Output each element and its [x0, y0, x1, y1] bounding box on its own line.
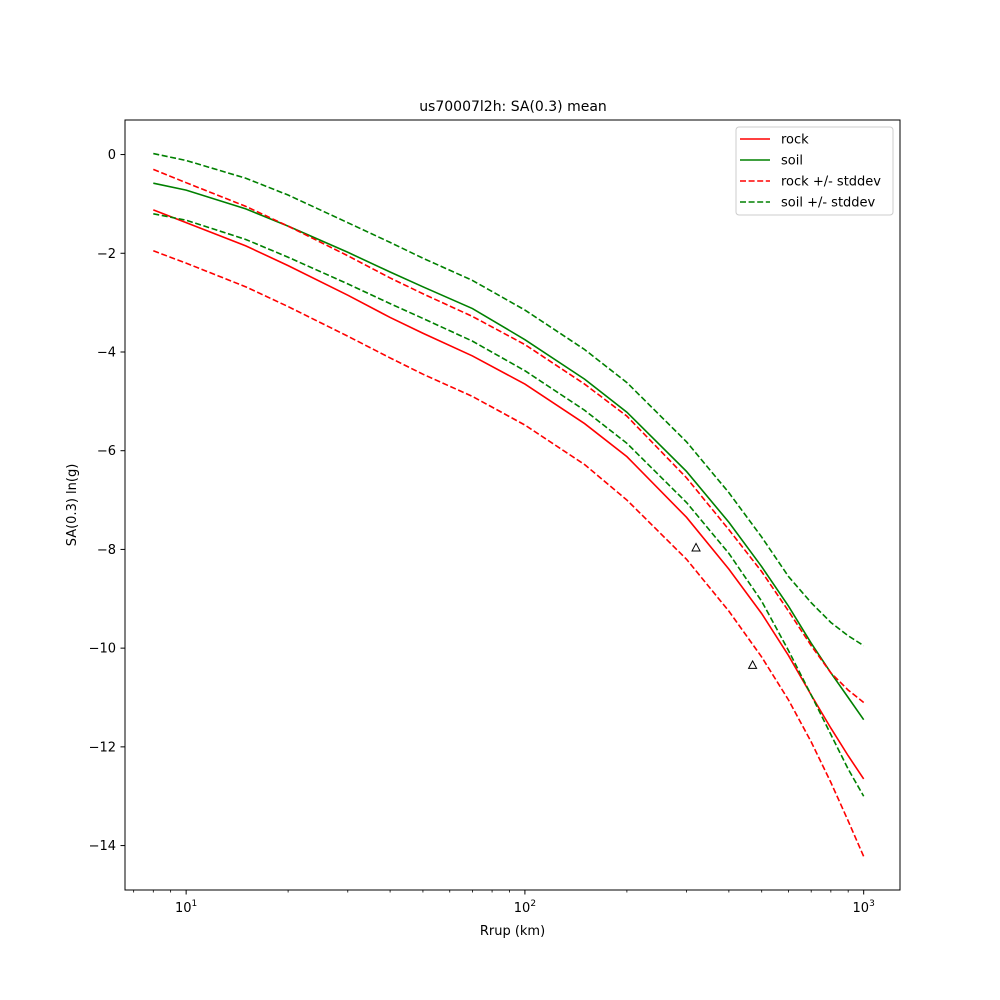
x-axis-label: Rrup (km) — [480, 924, 545, 939]
legend-label: rock — [781, 133, 809, 148]
y-tick-label: −4 — [97, 345, 116, 360]
legend: rock soil rock +/- stddev soil +/- stddev — [735, 126, 894, 216]
x-tick-label: 103 — [853, 899, 875, 916]
y-tick-label: −6 — [97, 444, 116, 459]
series-line-2 — [152, 168, 865, 704]
series-line-5 — [153, 212, 865, 797]
y-tick-label: −10 — [89, 642, 116, 657]
series-line-4 — [153, 152, 865, 647]
y-axis: 0 −2 −4 −6 −8 −10 −12 −14 — [89, 148, 125, 854]
plot-area — [124, 119, 901, 891]
legend-box — [735, 126, 894, 216]
data-point-marker — [747, 659, 758, 669]
data-point-marker — [691, 542, 701, 552]
y-axis-label: SA(0.3) ln(g) — [65, 464, 80, 547]
y-tick-label: 0 — [108, 148, 116, 163]
axes-frame — [124, 119, 901, 891]
x-tick-label: 102 — [514, 899, 536, 916]
y-tick-label: −12 — [89, 740, 116, 755]
legend-label: soil — [781, 154, 803, 169]
x-tick-label: 101 — [175, 899, 197, 916]
series-layer — [152, 152, 865, 857]
chart-title: us70007l2h: SA(0.3) mean — [419, 99, 607, 115]
x-axis: 101 102 103 — [133, 890, 875, 916]
y-tick-label: −8 — [97, 543, 116, 558]
legend-label: rock +/- stddev — [781, 175, 881, 190]
points-layer — [691, 542, 758, 669]
series-line-3 — [153, 250, 865, 857]
y-tick-label: −2 — [97, 247, 116, 262]
legend-label: soil +/- stddev — [781, 196, 876, 211]
y-tick-label: −14 — [89, 839, 116, 854]
